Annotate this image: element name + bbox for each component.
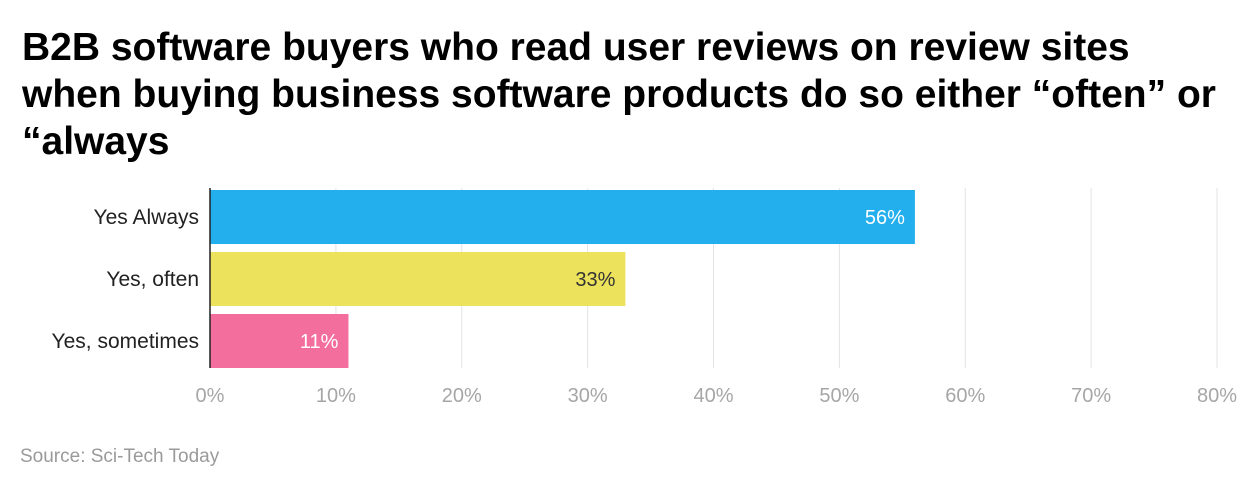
x-tick-label: 50% [819, 385, 859, 407]
bar-chart: 0% 10% 20% 30% 40% 50% 60% 70% 80% 56% Yes Always 3… [52, 188, 1237, 407]
bar [210, 314, 349, 368]
x-tick-label: 20% [442, 385, 482, 407]
source-note: Source: Sci-Tech Today [20, 446, 220, 467]
x-tick-label: 10% [316, 385, 356, 407]
x-tick-label: 80% [1197, 385, 1237, 407]
category-label: Yes, often [106, 268, 199, 291]
x-tick-label: 40% [693, 385, 733, 407]
bar [210, 190, 915, 244]
x-tick-label: 60% [945, 385, 985, 407]
chart-title: B2B software buyers who read user review… [22, 26, 1216, 163]
x-tick-label: 70% [1071, 385, 1111, 407]
category-label: Yes Always [94, 206, 199, 229]
x-tick-label: 30% [568, 385, 608, 407]
bar [210, 252, 626, 306]
x-tick-label: 0% [196, 385, 225, 407]
bar-value-label: 56% [865, 207, 905, 229]
bar-value-label: 33% [575, 269, 615, 291]
bar-value-label: 11% [300, 331, 339, 353]
category-label: Yes, sometimes [52, 330, 199, 353]
